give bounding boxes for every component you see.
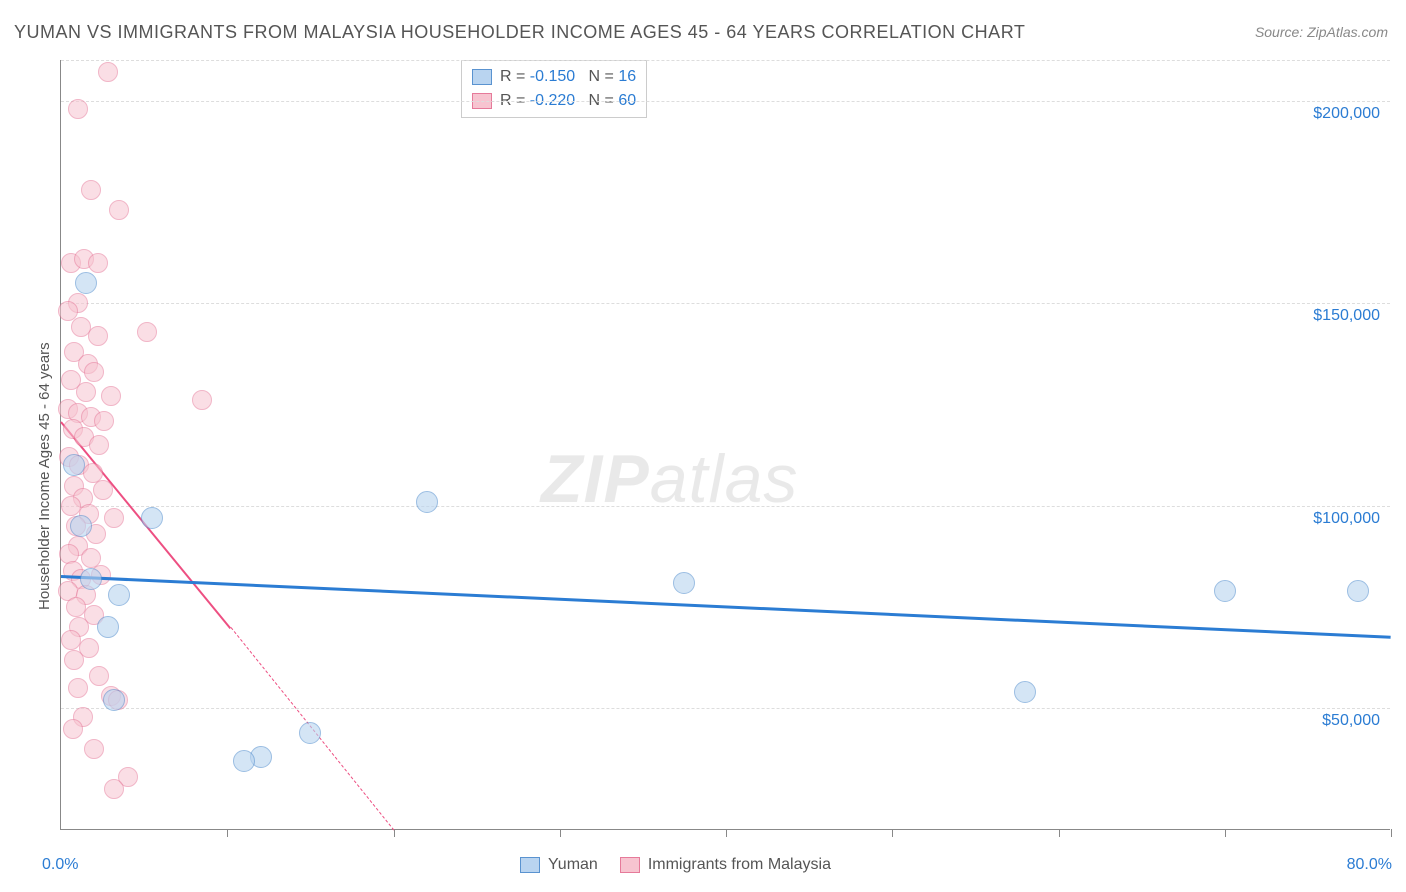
data-point bbox=[66, 597, 86, 617]
x-tick bbox=[227, 829, 228, 837]
data-point bbox=[141, 507, 163, 529]
data-point bbox=[1014, 681, 1036, 703]
gridline bbox=[61, 708, 1390, 709]
data-point bbox=[416, 491, 438, 513]
data-point bbox=[61, 496, 81, 516]
data-point bbox=[97, 616, 119, 638]
data-point bbox=[88, 253, 108, 273]
gridline bbox=[61, 60, 1390, 61]
y-tick-label: $50,000 bbox=[1322, 712, 1380, 730]
x-tick bbox=[726, 829, 727, 837]
y-axis-label: Householder Income Ages 45 - 64 years bbox=[36, 342, 53, 610]
gridline bbox=[61, 303, 1390, 304]
data-point bbox=[137, 322, 157, 342]
source-attribution: Source: ZipAtlas.com bbox=[1255, 24, 1388, 40]
legend-swatch bbox=[472, 69, 492, 85]
data-point bbox=[84, 739, 104, 759]
x-tick bbox=[560, 829, 561, 837]
data-point bbox=[104, 508, 124, 528]
data-point bbox=[93, 480, 113, 500]
data-point bbox=[89, 666, 109, 686]
data-point bbox=[1214, 580, 1236, 602]
data-point bbox=[94, 411, 114, 431]
data-point bbox=[68, 678, 88, 698]
x-tick bbox=[892, 829, 893, 837]
data-point bbox=[673, 572, 695, 594]
gridline bbox=[61, 101, 1390, 102]
data-point bbox=[103, 689, 125, 711]
data-point bbox=[84, 362, 104, 382]
y-tick-label: $150,000 bbox=[1313, 307, 1380, 325]
data-point bbox=[61, 630, 81, 650]
legend-swatch bbox=[520, 857, 540, 873]
plot-area: ZIPatlas R = -0.150 N = 16R = -0.220 N =… bbox=[60, 60, 1390, 830]
legend-stat: R = -0.150 N = 16 bbox=[500, 65, 636, 89]
x-tick bbox=[1059, 829, 1060, 837]
correlation-chart: YUMAN VS IMMIGRANTS FROM MALAYSIA HOUSEH… bbox=[0, 0, 1406, 892]
data-point bbox=[80, 568, 102, 590]
data-point bbox=[70, 515, 92, 537]
data-point bbox=[233, 750, 255, 772]
data-point bbox=[104, 779, 124, 799]
y-tick-label: $100,000 bbox=[1313, 510, 1380, 528]
data-point bbox=[63, 719, 83, 739]
data-point bbox=[75, 272, 97, 294]
data-point bbox=[89, 435, 109, 455]
series-legend-item: Immigrants from Malaysia bbox=[620, 856, 831, 874]
correlation-legend: R = -0.150 N = 16R = -0.220 N = 60 bbox=[461, 60, 647, 118]
series-legend-label: Immigrants from Malaysia bbox=[648, 856, 831, 874]
y-tick-label: $200,000 bbox=[1313, 105, 1380, 123]
legend-swatch bbox=[620, 857, 640, 873]
series-legend-item: Yuman bbox=[520, 856, 598, 874]
legend-row: R = -0.150 N = 16 bbox=[472, 65, 636, 89]
series-legend: Yuman Immigrants from Malaysia bbox=[520, 856, 831, 874]
data-point bbox=[299, 722, 321, 744]
x-axis-max-label: 80.0% bbox=[1347, 856, 1392, 874]
data-point bbox=[68, 99, 88, 119]
x-tick bbox=[1391, 829, 1392, 837]
gridline bbox=[61, 506, 1390, 507]
data-point bbox=[98, 62, 118, 82]
data-point bbox=[81, 180, 101, 200]
data-point bbox=[192, 390, 212, 410]
data-point bbox=[64, 650, 84, 670]
x-tick bbox=[1225, 829, 1226, 837]
data-point bbox=[76, 382, 96, 402]
chart-title: YUMAN VS IMMIGRANTS FROM MALAYSIA HOUSEH… bbox=[14, 22, 1025, 43]
data-point bbox=[101, 386, 121, 406]
trend-line bbox=[61, 575, 1391, 639]
data-point bbox=[1347, 580, 1369, 602]
data-point bbox=[88, 326, 108, 346]
series-legend-label: Yuman bbox=[548, 856, 598, 874]
data-point bbox=[109, 200, 129, 220]
data-point bbox=[108, 584, 130, 606]
x-axis-min-label: 0.0% bbox=[42, 856, 78, 874]
data-point bbox=[63, 454, 85, 476]
